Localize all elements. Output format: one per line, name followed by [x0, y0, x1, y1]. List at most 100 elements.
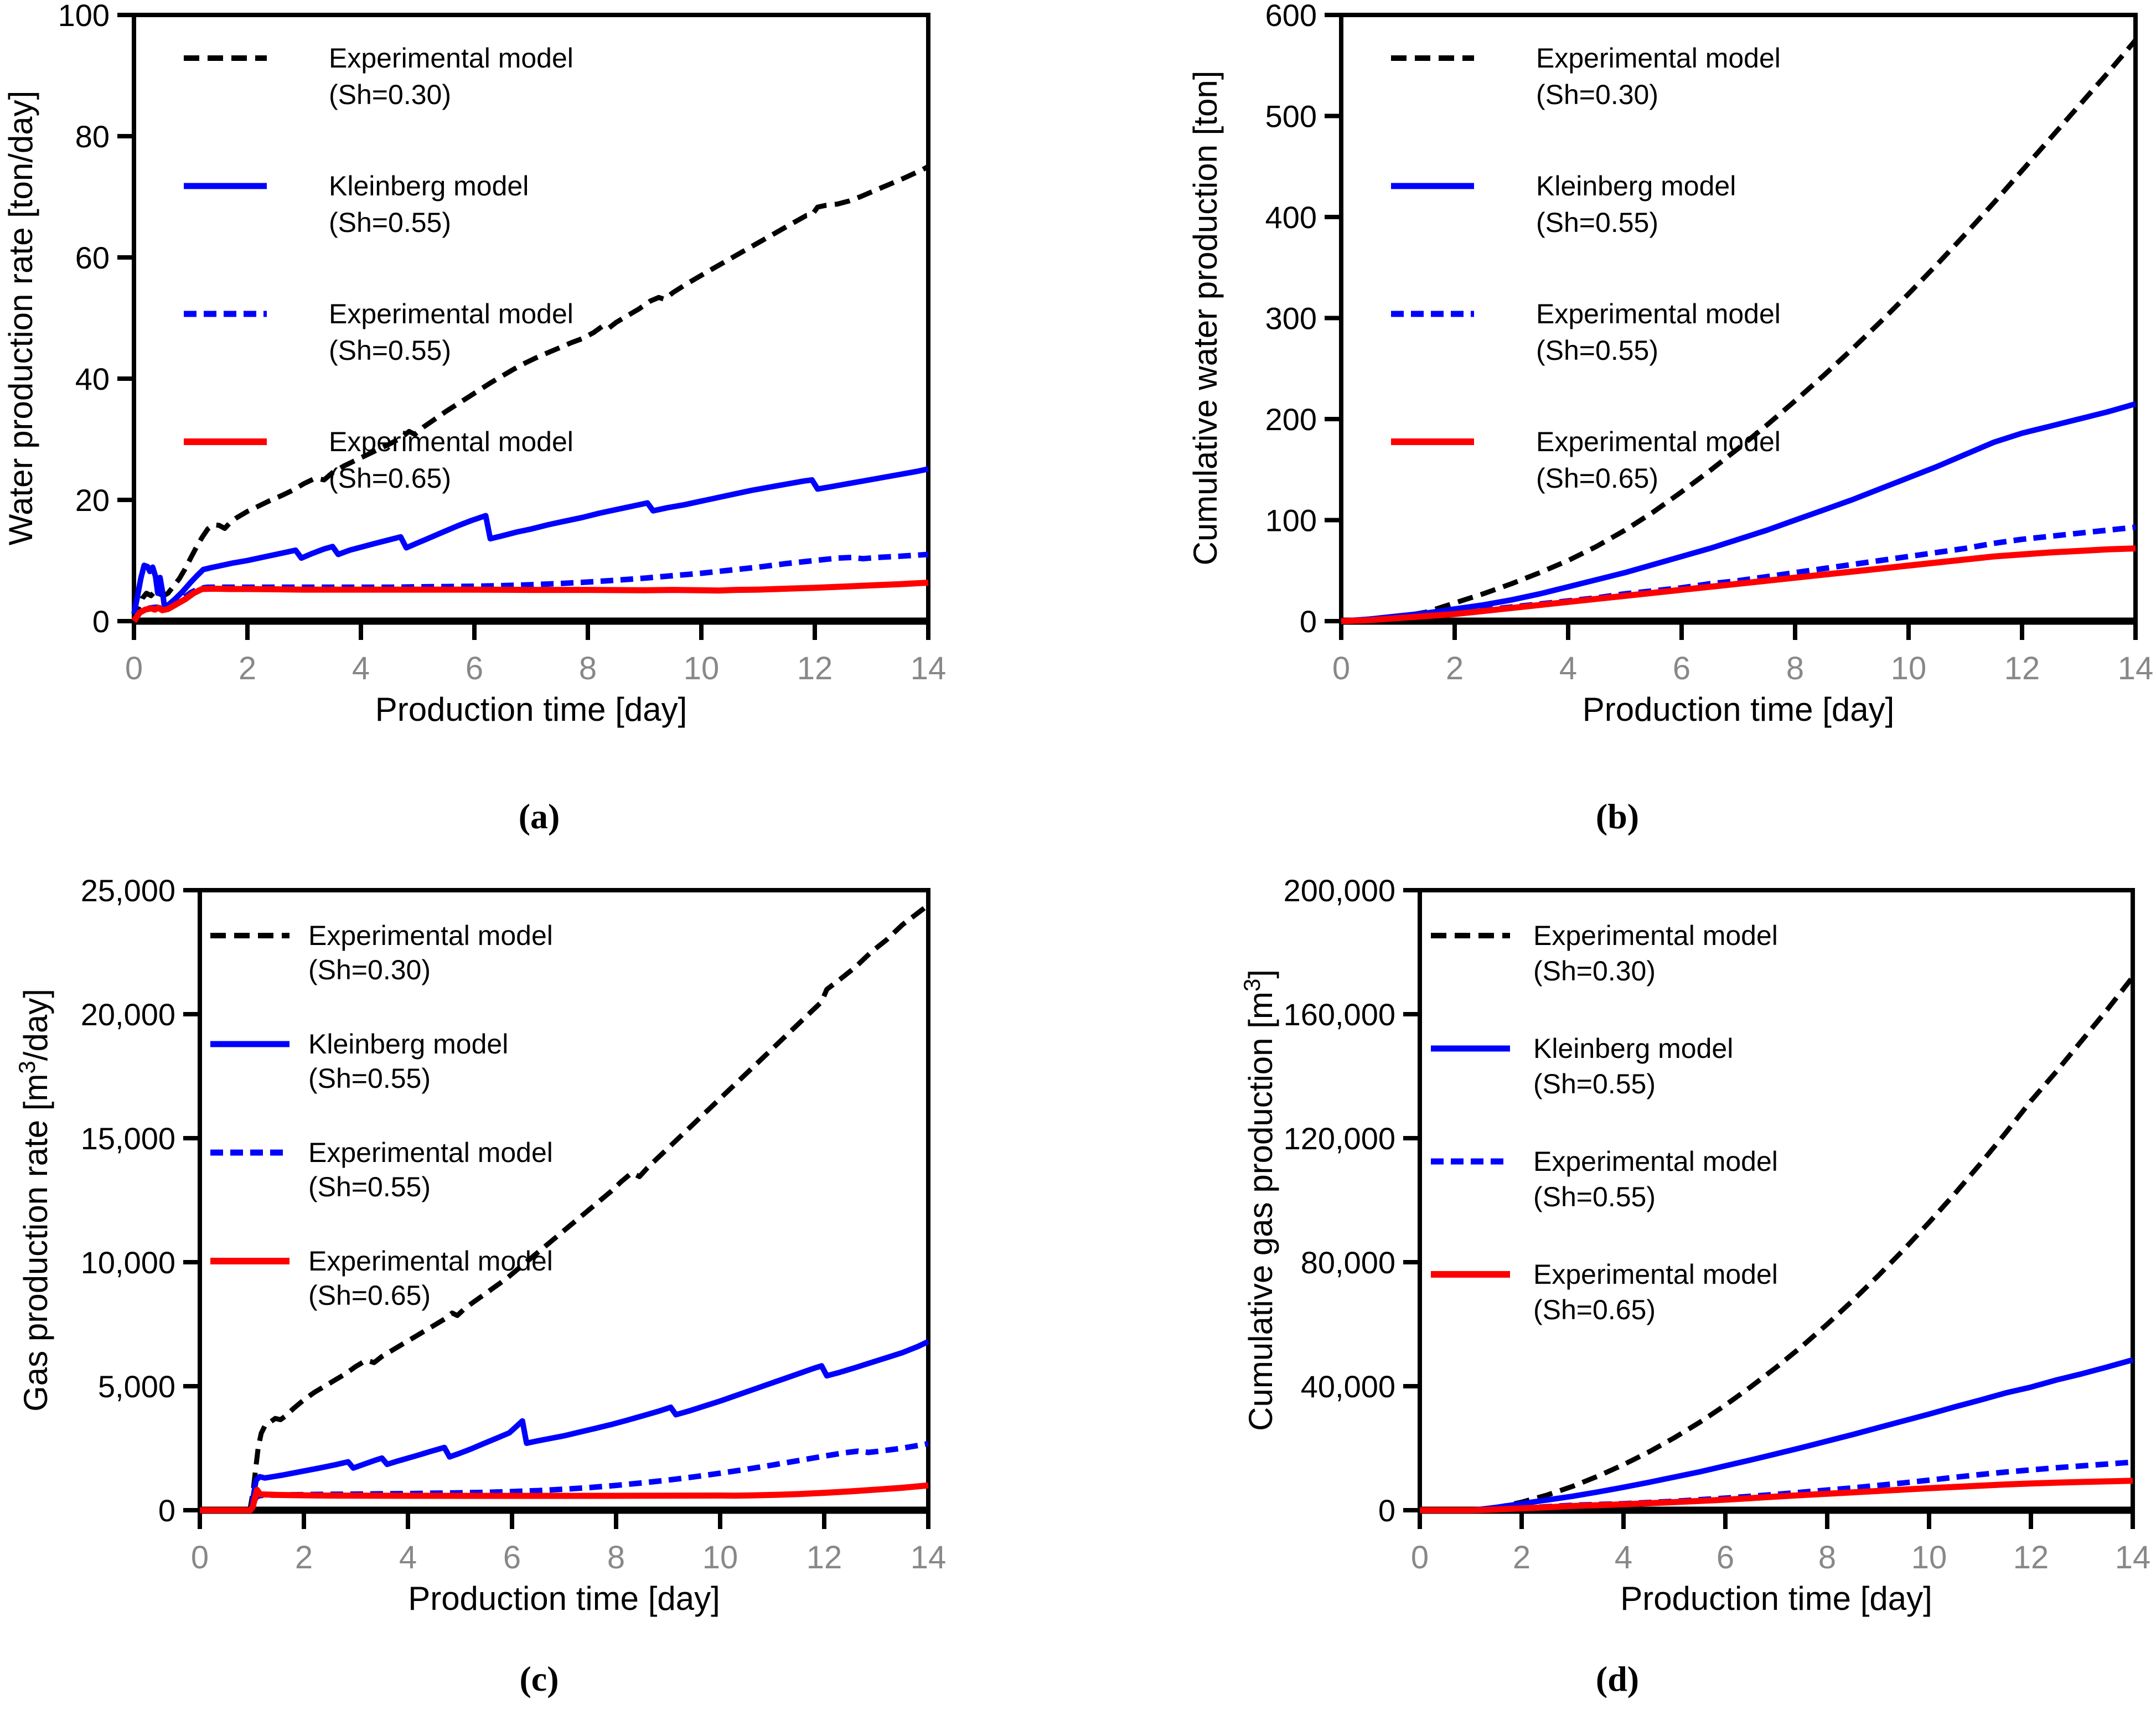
y-tick-label-a-0: 0 [92, 604, 110, 639]
x-tick-label-a-12: 12 [797, 650, 833, 686]
y-tick-label-d-200,000: 200,000 [1284, 873, 1395, 908]
x-tick-label-b-0: 0 [1332, 650, 1350, 686]
x-tick-label-b-6: 6 [1673, 650, 1690, 686]
series-d-1 [1420, 1357, 2134, 1513]
legend-label-b-1: Kleinberg model [1536, 171, 1736, 202]
y-tick-label-b-200: 200 [1265, 402, 1317, 437]
y-tick-label-b-400: 400 [1265, 200, 1317, 235]
series-d-3 [1420, 1478, 2133, 1514]
caption-a: (a) [518, 797, 560, 836]
legend-label-d-2: Experimental model [1533, 1146, 1778, 1177]
y-tick-label-b-0: 0 [1300, 604, 1317, 639]
legend-sublabel-d-1: (Sh=0.55) [1533, 1068, 1656, 1099]
y-tick-label-c-10,000: 10,000 [81, 1245, 175, 1280]
x-tick-label-b-14: 14 [2118, 650, 2154, 686]
x-tick-label-b-4: 4 [1559, 650, 1577, 686]
legend-sublabel-a-2: (Sh=0.55) [329, 335, 451, 366]
legend-sublabel-c-1: (Sh=0.55) [308, 1063, 431, 1094]
y-tick-label-c-25,000: 25,000 [81, 873, 175, 908]
legend-c: Experimental model(Sh=0.30)Kleinberg mod… [210, 920, 553, 1311]
series-a-3 [131, 580, 929, 623]
legend-label-d-1: Kleinberg model [1533, 1033, 1733, 1064]
y-axis-title-d: Cumulative gas production [m3] [1239, 969, 1279, 1431]
series-d-0 [1420, 975, 2135, 1513]
y-tick-label-c-20,000: 20,000 [81, 997, 175, 1032]
legend-label-c-0: Experimental model [308, 920, 553, 951]
panel-c: 0 2 4 6 8 10 12 14 0 5,000 10,000 15,000 20,000 25,00… [0, 862, 1078, 1725]
series-b-3 [1341, 545, 2136, 624]
series-b-1 [1341, 401, 2137, 624]
x-tick-label-b-8: 8 [1786, 650, 1804, 686]
x-tick-label-a-2: 2 [239, 650, 256, 686]
x-tick-label-c-0: 0 [191, 1540, 209, 1576]
legend-sublabel-b-2: (Sh=0.55) [1536, 335, 1658, 366]
y-ticks-c: 0 5,000 10,000 15,000 20,000 25,000 [81, 873, 200, 1528]
y-ticks-d: 0 40,000 80,000 120,000 160,000 200,000 [1284, 873, 1420, 1528]
legend-label-a-2: Experimental model [329, 298, 573, 329]
legend-label-a-3: Experimental model [329, 426, 573, 457]
x-tick-label-c-12: 12 [806, 1540, 842, 1576]
x-axis-title-a: Production time [day] [375, 691, 687, 728]
legend-sublabel-c-3: (Sh=0.65) [308, 1280, 431, 1311]
y-tick-label-a-20: 20 [75, 483, 110, 518]
legend-sublabel-d-3: (Sh=0.65) [1533, 1294, 1656, 1325]
legend-sublabel-d-0: (Sh=0.30) [1533, 956, 1656, 987]
x-tick-label-c-10: 10 [702, 1540, 738, 1576]
legend-label-c-2: Experimental model [308, 1137, 553, 1168]
x-tick-label-a-10: 10 [684, 650, 720, 686]
y-tick-label-d-160,000: 160,000 [1284, 997, 1395, 1032]
x-tick-label-b-10: 10 [1891, 650, 1927, 686]
x-ticks-c: 0 2 4 6 8 10 12 14 [191, 1510, 946, 1576]
y-tick-label-a-80: 80 [75, 119, 110, 154]
y-tick-label-d-40,000: 40,000 [1301, 1369, 1395, 1404]
x-tick-label-a-8: 8 [579, 650, 597, 686]
panel-b: 0 2 4 6 8 10 12 14 0 100 200 300 400 500 600 Experiment… [1078, 0, 2156, 862]
legend-label-b-3: Experimental model [1536, 426, 1781, 457]
x-tick-label-a-0: 0 [125, 650, 143, 686]
x-tick-label-c-4: 4 [399, 1540, 417, 1576]
y-axis-title-a: Water production rate [ton/day] [2, 91, 39, 546]
legend-sublabel-b-3: (Sh=0.65) [1536, 463, 1658, 494]
x-tick-label-c-8: 8 [607, 1540, 625, 1576]
legend-sublabel-a-3: (Sh=0.65) [329, 463, 451, 494]
legend-sublabel-a-0: (Sh=0.30) [329, 79, 451, 110]
plot-box-d [1418, 888, 2135, 1512]
x-tick-label-d-12: 12 [2013, 1540, 2049, 1576]
x-axis-title-b: Production time [day] [1583, 691, 1895, 728]
legend-a: Experimental model (Sh=0.30) Kleinberg mod… [184, 43, 573, 494]
legend-label-b-2: Experimental model [1536, 298, 1781, 329]
y-tick-label-c-5,000: 5,000 [98, 1369, 175, 1404]
legend-sublabel-d-2: (Sh=0.55) [1533, 1181, 1656, 1212]
chart-c: 0 2 4 6 8 10 12 14 0 5,000 10,000 15,000 20,000 25,00… [14, 873, 946, 1617]
x-tick-label-d-14: 14 [2115, 1540, 2151, 1576]
caption-b: (b) [1595, 797, 1640, 836]
legend-label-d-3: Experimental model [1533, 1259, 1778, 1290]
x-axis-title-c: Production time [day] [408, 1580, 720, 1617]
caption-c: (c) [519, 1659, 559, 1698]
series-a-0 [131, 164, 930, 622]
y-ticks-a: 0 20 40 60 80 100 [58, 0, 134, 639]
caption-d: (d) [1595, 1659, 1640, 1698]
legend-sublabel-b-0: (Sh=0.30) [1536, 79, 1658, 110]
legend-label-c-1: Kleinberg model [308, 1029, 508, 1060]
y-tick-label-d-0: 0 [1378, 1493, 1395, 1528]
x-tick-label-b-2: 2 [1446, 650, 1464, 686]
x-tick-label-d-2: 2 [1513, 1540, 1531, 1576]
panel-a: 0 2 4 6 8 10 12 14 0 20 40 60 80 100 Experimental mode… [0, 0, 1078, 862]
legend-sublabel-a-1: (Sh=0.55) [329, 207, 451, 238]
x-ticks-b: 0 2 4 6 8 10 12 14 [1332, 621, 2153, 686]
y-tick-label-b-100: 100 [1265, 503, 1317, 538]
y-ticks-b: 0 100 200 300 400 500 600 [1265, 0, 1341, 639]
x-tick-label-b-12: 12 [2004, 650, 2040, 686]
legend-label-c-3: Experimental model [308, 1246, 553, 1277]
legend-label-d-0: Experimental model [1533, 920, 1778, 951]
chart-d: 0 2 4 6 8 10 12 14 0 40,000 80,000 120,000 160,000 20… [1239, 873, 2150, 1617]
y-tick-label-a-100: 100 [58, 0, 110, 33]
x-ticks-d: 0 2 4 6 8 10 12 14 [1411, 1510, 2150, 1576]
x-axis-title-d: Production time [day] [1620, 1580, 1932, 1617]
legend-label-a-1: Kleinberg model [329, 171, 529, 202]
x-tick-label-a-4: 4 [352, 650, 370, 686]
panel-d: 0 2 4 6 8 10 12 14 0 40,000 80,000 120,000 160,000 20… [1078, 862, 2156, 1725]
series-b-0 [1341, 38, 2138, 624]
